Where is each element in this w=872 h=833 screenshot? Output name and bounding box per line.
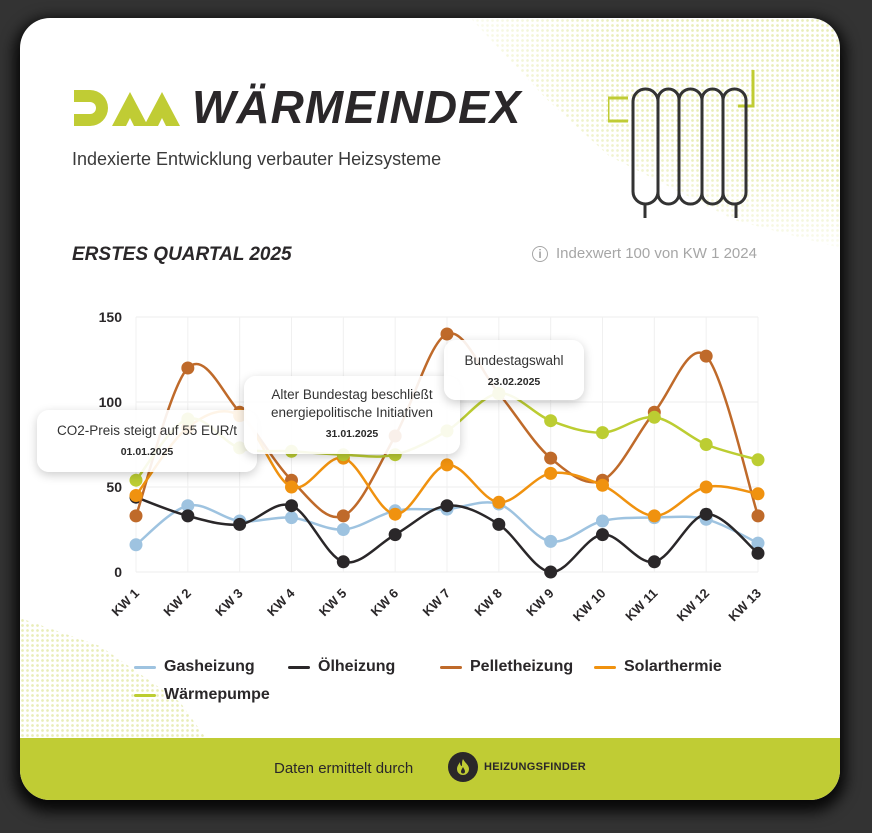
data-point[interactable] (544, 565, 558, 579)
svg-text:KW 3: KW 3 (212, 586, 246, 620)
legend-label: Ölheizung (318, 658, 396, 675)
data-point[interactable] (699, 438, 713, 451)
data-point[interactable] (751, 536, 765, 550)
data-point[interactable] (751, 487, 765, 501)
page-subtitle: Indexierte Entwicklung verbauter Heizsys… (72, 149, 442, 169)
legend-swatch (288, 665, 310, 669)
data-point[interactable] (388, 507, 402, 521)
svg-text:KW 12: KW 12 (674, 586, 713, 625)
data-point[interactable] (129, 509, 143, 523)
data-point[interactable] (544, 414, 558, 428)
data-point[interactable] (285, 499, 298, 513)
svg-text:KW 9: KW 9 (523, 586, 557, 620)
tooltip-date: 31.01.2025 (325, 428, 379, 440)
data-point[interactable] (440, 458, 454, 472)
footer-bar: Daten ermittelt durch HEIZUNGSFINDER (20, 738, 840, 800)
footer-brand: HEIZUNGSFINDER (484, 761, 586, 773)
heizungsfinder-logo: HEIZUNGSFINDER (448, 752, 586, 782)
svg-text:KW 5: KW 5 (316, 586, 350, 620)
data-point[interactable] (596, 528, 609, 542)
section-title: ERSTES QUARTAL 2025 (72, 244, 292, 265)
data-point[interactable] (285, 511, 298, 525)
svg-text:KW 1: KW 1 (109, 586, 143, 620)
svg-text:100: 100 (99, 394, 123, 410)
data-point[interactable] (699, 480, 713, 494)
data-point[interactable] (129, 489, 143, 502)
tooltip-date: 23.02.2025 (487, 376, 541, 388)
data-point[interactable] (596, 478, 609, 492)
legend-swatch (594, 665, 616, 669)
svg-text:KW 13: KW 13 (725, 586, 764, 625)
svg-text:KW 2: KW 2 (160, 586, 194, 620)
data-point[interactable] (440, 499, 454, 513)
data-point[interactable] (544, 451, 558, 465)
tooltip-title: Alter Bundestag beschließt (271, 387, 433, 402)
legend-item-pelletheizung[interactable]: Pelletheizung (440, 658, 573, 676)
data-point[interactable] (181, 509, 195, 523)
data-point[interactable] (647, 555, 661, 569)
tooltip-title: energiepolitische Initiativen (270, 405, 434, 420)
legend-item-waermepumpe[interactable]: Wärmepumpe (134, 686, 270, 704)
tooltip-title: Bundestagswahl (464, 353, 564, 368)
legend-swatch (134, 693, 156, 697)
annotation-tooltip: CO2-Preis steigt auf 55 EUR/t 01.01.2025 (37, 410, 257, 472)
svg-text:KW 11: KW 11 (622, 586, 660, 624)
svg-text:50: 50 (106, 479, 122, 495)
radiator-icon (608, 70, 755, 218)
data-point[interactable] (699, 349, 713, 363)
data-point[interactable] (492, 495, 506, 509)
page-title: WÄRMEINDEX (192, 81, 522, 133)
data-point[interactable] (699, 507, 713, 521)
data-point[interactable] (129, 538, 143, 552)
data-point[interactable] (544, 534, 558, 548)
data-point[interactable] (285, 480, 298, 494)
legend-label: Solarthermie (624, 658, 722, 675)
svg-text:KW 6: KW 6 (368, 586, 402, 620)
index-note: i Indexwert 100 von KW 1 2024 (532, 245, 757, 262)
data-point[interactable] (181, 361, 195, 375)
legend-label: Wärmepumpe (164, 686, 270, 703)
data-point[interactable] (544, 466, 558, 480)
flame-icon (448, 752, 478, 782)
footer-text: Daten ermittelt durch (274, 760, 414, 777)
tooltip-date: 01.01.2025 (120, 446, 174, 458)
svg-text:KW 10: KW 10 (570, 586, 609, 625)
svg-text:0: 0 (114, 564, 122, 580)
data-point[interactable] (336, 509, 350, 523)
tooltip-title: CO2-Preis steigt auf 55 EUR/t (56, 423, 238, 438)
data-point[interactable] (647, 410, 661, 424)
line-chart: 0 50 100 150 KW 1 KW 2 KW 3 KW 4 KW 5 KW 6 KW 7 KW … (99, 309, 765, 625)
svg-text:KW 4: KW 4 (264, 585, 298, 619)
data-point[interactable] (492, 517, 506, 531)
legend-swatch (440, 665, 462, 669)
legend-item-solarthermie[interactable]: Solarthermie (594, 658, 722, 676)
svg-text:KW 8: KW 8 (471, 586, 505, 620)
annotation-tooltip: Bundestagswahl 23.02.2025 (444, 340, 584, 400)
data-point[interactable] (233, 517, 247, 531)
data-point[interactable] (596, 514, 609, 528)
data-point[interactable] (336, 555, 350, 569)
legend-swatch (134, 665, 156, 669)
info-circle-icon: i (532, 245, 548, 262)
index-note-text: Indexwert 100 von KW 1 2024 (556, 245, 757, 262)
legend-label: Gasheizung (164, 658, 255, 675)
legend-label: Pelletheizung (470, 658, 574, 675)
legend-item-gasheizung[interactable]: Gasheizung (134, 658, 255, 676)
data-point[interactable] (596, 426, 609, 440)
data-point[interactable] (336, 523, 350, 536)
data-point[interactable] (751, 453, 765, 467)
svg-text:150: 150 (99, 309, 123, 325)
data-point[interactable] (181, 499, 195, 513)
data-point[interactable] (751, 509, 765, 523)
data-point[interactable] (440, 327, 454, 341)
data-point[interactable] (129, 473, 143, 487)
svg-text:KW 7: KW 7 (420, 586, 454, 620)
infographic-card: WÄRMEINDEX Indexierte Entwicklung verbau… (20, 18, 840, 800)
data-point[interactable] (647, 509, 661, 523)
data-point[interactable] (388, 528, 402, 542)
data-point[interactable] (751, 546, 765, 560)
annotation-tooltip: Alter Bundestag beschließt energiepoliti… (244, 376, 460, 454)
legend-item-oelheizung[interactable]: Ölheizung (288, 658, 395, 676)
daa-logo (74, 90, 180, 126)
